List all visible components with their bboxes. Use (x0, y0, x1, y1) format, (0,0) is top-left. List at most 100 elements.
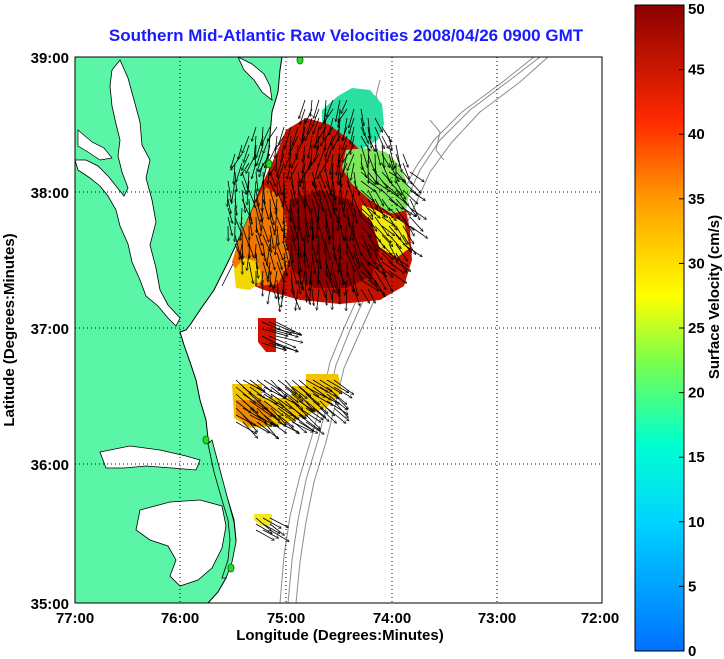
velocity-arrow (360, 279, 379, 291)
velocity-arrow (275, 207, 278, 232)
velocity-arrow (332, 207, 341, 228)
velocity-arrow (242, 407, 262, 419)
velocity-arrow (332, 135, 341, 149)
velocity-arrow (297, 225, 303, 241)
velocity-arrow (360, 207, 373, 219)
y-axis-label: Latitude (Degrees:Minutes) (1, 233, 18, 426)
velocity-arrow (374, 225, 391, 243)
velocity-arrow (299, 99, 306, 119)
velocity-arrow (308, 135, 313, 158)
velocity-arrow (241, 171, 248, 189)
velocity-arrow (291, 421, 313, 432)
velocity-arrow (317, 162, 327, 179)
velocity-arrow (321, 126, 334, 146)
velocity-arrow (261, 270, 264, 285)
velocity-arrow (249, 421, 269, 433)
velocity-arrow (290, 189, 294, 207)
velocity-arrow (388, 252, 408, 266)
velocity-arrow (395, 153, 402, 172)
velocity-arrow (353, 288, 360, 306)
velocity-arrow (318, 171, 326, 188)
velocity-arrow (346, 198, 354, 217)
velocity-arrow (350, 135, 355, 155)
velocity-arrow (284, 421, 299, 434)
y-tick-label: 39:00 (31, 50, 69, 67)
velocity-arrow (256, 407, 274, 425)
velocity-arrow (317, 234, 320, 254)
velocity-arrow (360, 225, 372, 237)
velocity-arrow (305, 414, 320, 429)
velocity-arrow (326, 386, 347, 404)
velocity-arrow (311, 198, 318, 222)
velocity-arrow (374, 261, 393, 277)
velocity-arrow (241, 180, 246, 194)
velocity-arrow (367, 189, 378, 209)
velocity-arrow (381, 198, 390, 211)
velocity-arrow (333, 386, 352, 398)
velocity-arrow (255, 523, 272, 534)
velocity-arrow (249, 400, 272, 416)
velocity-arrow (293, 126, 299, 145)
colorbar-gradient (634, 4, 685, 652)
velocity-arrow (367, 207, 380, 218)
velocity-arrow (270, 421, 286, 433)
velocity-arrow (247, 180, 250, 205)
velocity-arrow (381, 189, 398, 205)
velocity-arrow (302, 270, 306, 289)
velocity-arrow (270, 407, 286, 425)
velocity-arrow (360, 216, 372, 226)
velocity-arrow (262, 529, 279, 538)
velocity-arrow (284, 386, 303, 401)
velocity-arrow (353, 198, 362, 217)
velocity-arrow (255, 207, 261, 231)
velocity-arrow (256, 414, 276, 426)
velocity-arrow (304, 225, 308, 242)
velocity-arrow (374, 126, 384, 149)
velocity-arrow (269, 180, 277, 197)
velocity-arrow (326, 393, 347, 410)
velocity-arrow (353, 243, 360, 267)
colorbar: 0 5 10 15 20 25 30 35 40 45 50 Surface Velocity (c… (634, 1, 723, 659)
velocity-arrow (312, 407, 329, 421)
velocity-arrow (395, 225, 407, 245)
colorbar-tick-label: 15 (688, 449, 705, 466)
grid-lines (75, 57, 602, 603)
velocity-arrow (345, 279, 348, 295)
velocity-arrow (252, 126, 257, 141)
velocity-arrow (290, 207, 295, 229)
velocity-arrow (269, 225, 274, 249)
velocity-arrow (367, 252, 378, 269)
velocity-arrow (360, 180, 375, 191)
velocity-arrow (311, 288, 314, 306)
velocity-arrow (242, 421, 258, 438)
velocity-arrow (303, 144, 306, 162)
velocity-arrow (360, 234, 369, 251)
velocity-arrow (270, 393, 291, 408)
velocity-arrow (263, 135, 271, 153)
velocity-arrow (291, 153, 299, 168)
velocity-arrow (274, 270, 278, 288)
velocity-arrow (353, 225, 354, 241)
velocity-arrow (257, 153, 264, 171)
velocity-arrow (388, 144, 395, 168)
velocity-arrow (367, 288, 375, 303)
velocity-arrow (324, 108, 327, 123)
velocity-arrow (341, 99, 348, 113)
velocity-arrow (374, 117, 383, 132)
velocity-arrow (346, 243, 353, 259)
velocity-arrow (313, 99, 320, 118)
map-area (75, 57, 602, 603)
velocity-arrow (256, 393, 277, 404)
velocity-arrow (333, 198, 334, 214)
velocity-arrow (326, 288, 327, 305)
velocity-arrow (367, 216, 377, 231)
velocity-arrow (311, 180, 319, 196)
velocity-arrow (290, 279, 294, 295)
velocity-arrow (254, 135, 257, 160)
velocity-arrow (388, 162, 399, 182)
velocity-arrow (402, 198, 417, 216)
velocity-arrow (249, 414, 272, 426)
velocity-arrow (262, 198, 269, 219)
velocity-arrow (313, 117, 320, 134)
velocity-arrow (314, 126, 327, 147)
